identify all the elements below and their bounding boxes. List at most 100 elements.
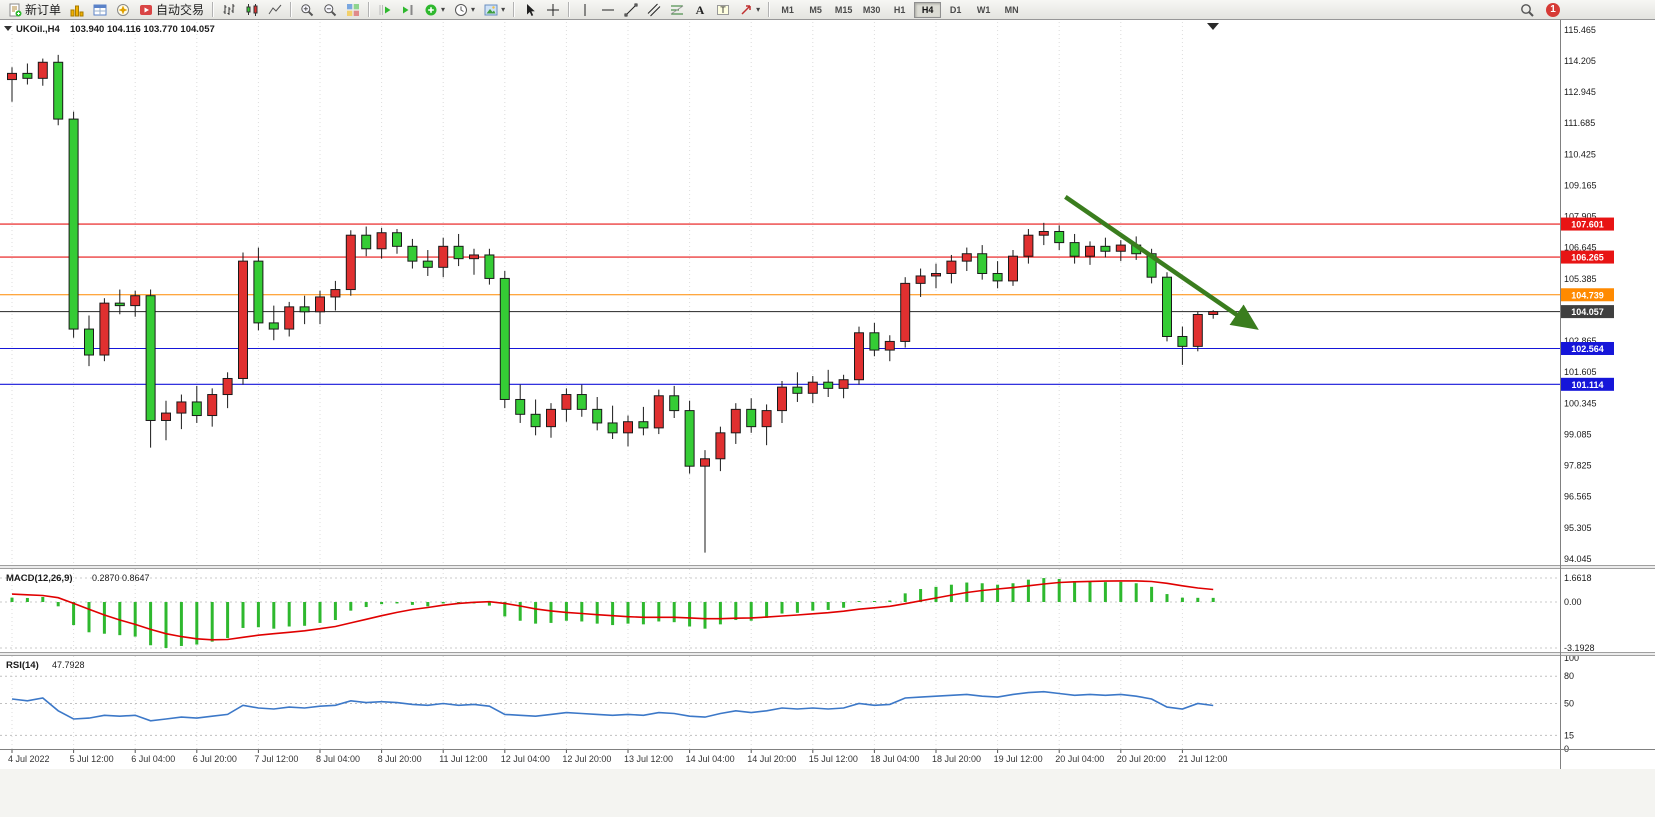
chart-shift-marker[interactable]: [1207, 23, 1219, 30]
candle-body: [684, 410, 695, 467]
label-icon: T: [716, 3, 730, 17]
candle: [345, 230, 356, 296]
line-chart-icon: [268, 3, 282, 17]
toolbar-separator: [212, 2, 215, 17]
periods-button[interactable]: ▾: [450, 1, 479, 19]
candle: [515, 384, 526, 423]
candle-body: [992, 272, 1003, 282]
candle: [823, 369, 834, 398]
template-image-icon: [484, 3, 498, 17]
new-order-label: 新订单: [25, 3, 62, 17]
text-tool-button[interactable]: A: [689, 1, 711, 19]
search-icon: [1520, 3, 1534, 17]
navigator-icon: [116, 3, 130, 17]
label-tool-button[interactable]: T: [712, 1, 734, 19]
data-window-button[interactable]: [89, 1, 111, 19]
candle: [792, 372, 803, 402]
candle: [838, 374, 849, 399]
timeframe-button-w1[interactable]: W1: [970, 2, 997, 18]
annotations: [1064, 195, 1259, 330]
candle-body: [99, 302, 110, 356]
price-tag: [1561, 377, 1614, 391]
timeframe-button-m30[interactable]: M30: [858, 2, 885, 18]
time-label: 6 Jul 04:00: [131, 754, 175, 764]
candle-body: [807, 381, 818, 394]
price-axis-label: 96.565: [1564, 492, 1592, 502]
candle: [869, 322, 880, 357]
candle-body: [1023, 234, 1034, 257]
time-label: 20 Jul 04:00: [1055, 754, 1104, 764]
candle-body: [315, 296, 325, 313]
candle: [191, 385, 202, 423]
chart-dropdown-icon[interactable]: [4, 26, 12, 31]
candle: [315, 290, 325, 325]
chart-ohlc-values: 103.940 104.116 103.770 104.057: [70, 24, 215, 35]
candle: [7, 67, 17, 102]
price-tag-label: 102.564: [1571, 344, 1604, 354]
fibonacci-tool-button[interactable]: [666, 1, 688, 19]
cursor-button[interactable]: [519, 1, 541, 19]
auto-scroll-button[interactable]: [374, 1, 396, 19]
templates-button[interactable]: ▾: [480, 1, 509, 19]
bar-chart-mode-button[interactable]: [218, 1, 240, 19]
time-axis[interactable]: 4 Jul 2022 5 Jul 12:00 6 Jul 04:00 6 Jul 20…: [8, 750, 1227, 764]
candle: [931, 263, 941, 289]
chart-shift-button[interactable]: [397, 1, 419, 19]
indicators-button[interactable]: ▾: [420, 1, 449, 19]
candle: [284, 301, 295, 337]
arrows-tool-button[interactable]: ▾: [735, 1, 764, 19]
timeframe-button-m15[interactable]: M15: [830, 2, 857, 18]
zoom-out-button[interactable]: [319, 1, 341, 19]
timeframe-button-mn[interactable]: MN: [998, 2, 1025, 18]
timeframe-button-h4[interactable]: H4: [914, 1, 942, 18]
price-tag: [1561, 250, 1614, 264]
navigator-button[interactable]: [112, 1, 134, 19]
zoom-in-button[interactable]: [296, 1, 318, 19]
channel-tool-button[interactable]: [643, 1, 665, 19]
line-chart-mode-button[interactable]: [264, 1, 286, 19]
price-tag-label: 106.265: [1571, 253, 1604, 263]
market-watch-button[interactable]: [66, 1, 88, 19]
grid: [11, 22, 1183, 749]
new-order-button[interactable]: 新订单: [4, 1, 65, 19]
auto-trading-button[interactable]: 自动交易: [135, 1, 208, 19]
toolbar-separator: [368, 2, 371, 17]
candle: [268, 305, 279, 341]
timeframe-button-d1[interactable]: D1: [942, 2, 969, 18]
candle-body: [1192, 313, 1203, 347]
timeframe-button-m5[interactable]: M5: [802, 2, 829, 18]
rsi-label: RSI(14): [6, 660, 39, 671]
crosshair-icon: [546, 3, 560, 17]
candle-body: [715, 432, 726, 460]
candle-body: [1177, 335, 1188, 347]
time-label: 18 Jul 20:00: [932, 754, 981, 764]
candle-body: [623, 421, 633, 434]
candlestick-mode-button[interactable]: [241, 1, 263, 19]
candle-body: [161, 412, 171, 421]
candle: [438, 237, 449, 278]
search-button[interactable]: [1516, 1, 1538, 19]
timeframe-button-h1[interactable]: H1: [886, 2, 913, 18]
candle-body: [854, 332, 864, 381]
vertical-line-tool-button[interactable]: [574, 1, 596, 19]
candle: [407, 238, 418, 269]
candle-body: [422, 260, 433, 268]
toolbar-separator: [290, 2, 293, 17]
trendline-tool-button[interactable]: [620, 1, 642, 19]
price-axis-label: 94.045: [1564, 554, 1592, 564]
crosshair-button[interactable]: [542, 1, 564, 19]
data-window-icon: [93, 3, 107, 17]
horizontal-line-tool-button[interactable]: [597, 1, 619, 19]
tile-windows-button[interactable]: [342, 1, 364, 19]
notification-badge[interactable]: 1: [1546, 2, 1560, 17]
timeframe-button-m1[interactable]: M1: [774, 2, 801, 18]
candle: [161, 400, 171, 441]
candle-body: [1100, 245, 1111, 252]
chevron-down-icon: ▾: [756, 4, 761, 14]
candle: [807, 376, 818, 404]
candle-body: [823, 381, 834, 389]
candle: [422, 250, 433, 276]
candle-body: [130, 295, 141, 307]
